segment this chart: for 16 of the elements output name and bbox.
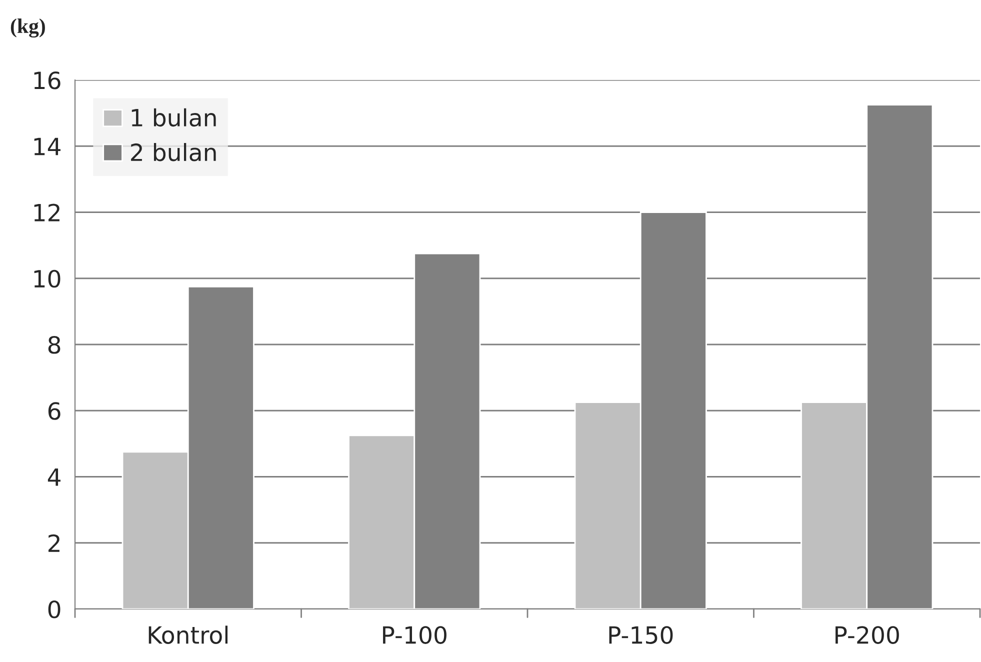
y-tick-label: 14	[34, 138, 60, 156]
y-tick-label: 12	[34, 204, 60, 222]
x-tick-label: P-200	[836, 626, 899, 644]
y-tick-label: 2	[48, 534, 60, 552]
x-tick-label: P-100	[383, 626, 446, 644]
x-tick-label: P-150	[609, 626, 673, 644]
y-tick-label: 0	[48, 600, 60, 618]
y-tick-label: 4	[48, 468, 60, 486]
y-tick-label: 6	[48, 402, 60, 420]
y-tick-label: 16	[34, 71, 60, 90]
legend-label: 1 bulan	[132, 108, 216, 127]
legend-label: 2 bulan	[131, 142, 216, 162]
y-tick-label: 8	[48, 336, 60, 354]
y-axis-title: (kg)	[10, 18, 45, 38]
x-tick-label: Kontrol	[148, 626, 228, 644]
y-tick-label: 10	[34, 270, 60, 288]
